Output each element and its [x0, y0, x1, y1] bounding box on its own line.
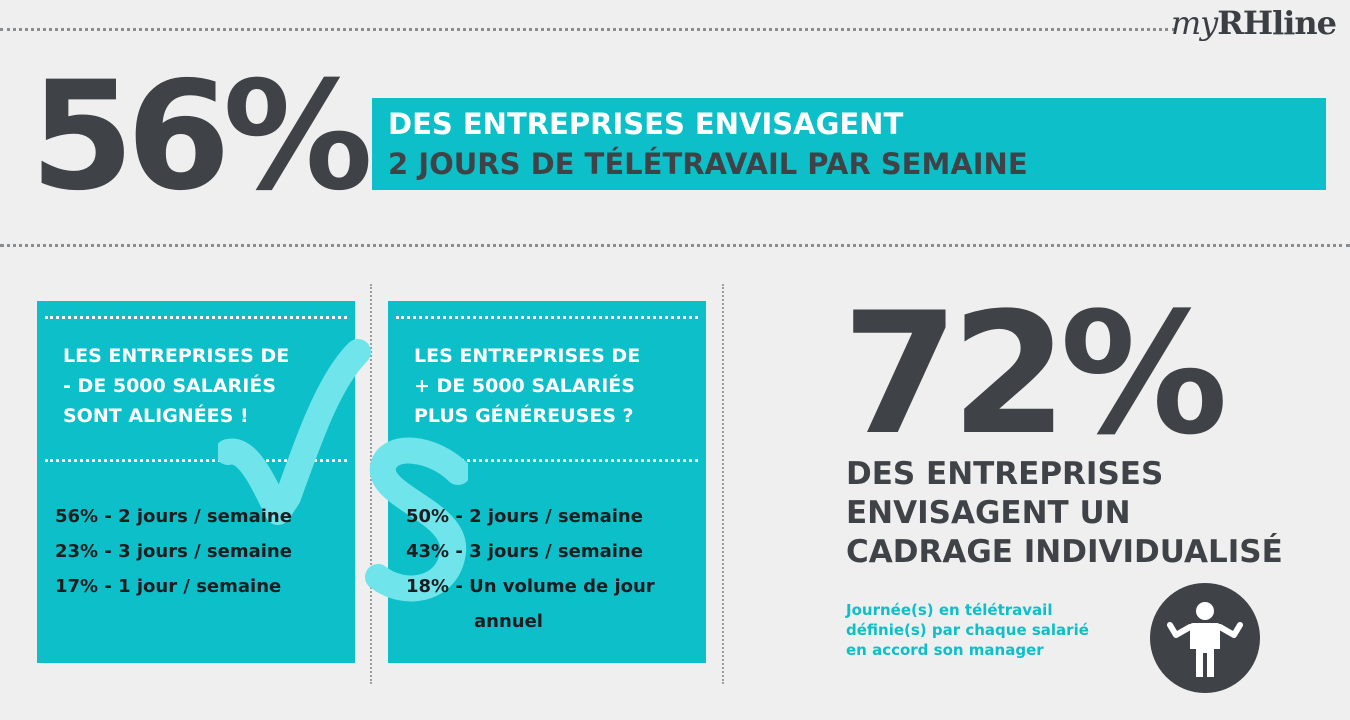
card-dotted-line: [396, 316, 698, 319]
headline-banner: DES ENTREPRISES ENVISAGENT 2 JOURS DE TÉ…: [372, 98, 1326, 190]
stat-line: 23% - 3 jours / semaine: [55, 541, 292, 562]
headline-percent: 56%: [30, 50, 373, 224]
top-dotted-divider: [0, 28, 1175, 31]
stat-line: 43% - 3 jours / semaine: [406, 541, 643, 562]
card-dotted-line: [45, 316, 347, 319]
stat-line: 50% - 2 jours / semaine: [406, 506, 643, 527]
headline-line-2: 2 JOURS DE TÉLÉTRAVAIL PAR SEMAINE: [388, 147, 1028, 181]
card-stats: 50% - 2 jours / semaine 43% - 3 jours / …: [406, 499, 706, 639]
card-small-companies: LES ENTREPRISES DE - DE 5000 SALARIÉS SO…: [37, 301, 355, 663]
card-dotted-line: [396, 459, 698, 462]
person-shrug-icon: [1150, 583, 1260, 693]
card-stats: 56% - 2 jours / semaine 23% - 3 jours / …: [55, 499, 355, 604]
individual-percent: 72%: [842, 276, 1228, 472]
vertical-divider-1: [370, 284, 372, 684]
card-title: LES ENTREPRISES DE + DE 5000 SALARIÉS PL…: [414, 345, 641, 427]
vertical-divider-2: [722, 284, 724, 684]
brand-logo: myRHline: [1170, 4, 1337, 42]
middle-dotted-divider: [0, 244, 1350, 247]
headline-line-1: DES ENTREPRISES ENVISAGENT: [388, 107, 904, 141]
card-title: LES ENTREPRISES DE - DE 5000 SALARIÉS SO…: [63, 345, 290, 427]
stat-line: 17% - 1 jour / semaine: [55, 576, 282, 597]
vs-watermark-icon: [218, 339, 468, 602]
individual-text: DES ENTREPRISES ENVISAGENT UN CADRAGE IN…: [846, 456, 1283, 570]
stat-line: 56% - 2 jours / semaine: [55, 506, 292, 527]
individual-note: Journée(s) en télétravail définie(s) par…: [846, 601, 1089, 659]
card-large-companies: LES ENTREPRISES DE + DE 5000 SALARIÉS PL…: [388, 301, 706, 663]
stat-line: annuel: [474, 611, 543, 632]
card-dotted-line: [45, 459, 347, 462]
stat-line: 18% - Un volume de jour: [406, 576, 655, 597]
